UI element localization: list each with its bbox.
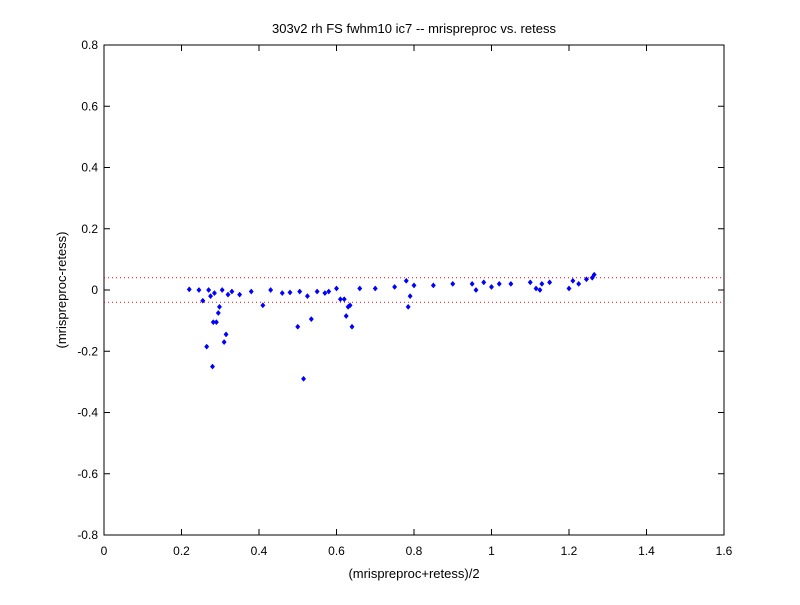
data-point — [539, 280, 545, 287]
y-tick-label: -0.4 — [77, 406, 98, 420]
data-point — [206, 287, 212, 293]
x-tick-label: 0.4 — [251, 544, 268, 558]
x-tick-label: 1 — [488, 544, 495, 558]
x-tick-label: 0 — [101, 544, 108, 558]
data-point — [566, 285, 572, 292]
data-point — [297, 288, 303, 295]
y-tick-label: -0.6 — [77, 467, 98, 481]
data-point — [576, 280, 582, 287]
data-point — [347, 302, 353, 309]
x-axis-label: (mrispreproc+retess)/2 — [348, 566, 479, 581]
data-point — [225, 291, 231, 298]
data-point — [403, 277, 409, 284]
data-point — [301, 375, 307, 382]
x-tick-label: 0.6 — [328, 544, 345, 558]
data-point — [537, 287, 543, 293]
data-point — [219, 287, 225, 293]
data-point — [295, 323, 301, 330]
data-point — [570, 277, 576, 284]
data-point — [204, 343, 210, 350]
data-points — [186, 271, 597, 382]
data-point — [349, 323, 355, 330]
data-point — [196, 287, 202, 293]
data-point — [279, 290, 285, 297]
data-point — [488, 283, 495, 290]
y-tick-label: 0.6 — [81, 99, 98, 113]
data-point — [372, 285, 378, 292]
data-point — [591, 271, 597, 278]
data-point — [392, 283, 398, 290]
data-point — [248, 288, 254, 295]
y-tick-label: 0.4 — [81, 161, 98, 175]
data-point — [268, 287, 274, 293]
data-point — [430, 282, 436, 289]
x-tick-label: 1.4 — [638, 544, 655, 558]
y-tick-label: 0.8 — [81, 38, 98, 52]
data-point — [229, 288, 235, 295]
data-point — [333, 285, 340, 292]
x-tick-label: 1.6 — [716, 544, 733, 558]
data-point — [326, 288, 332, 295]
y-axis-label: (mrispreproc-retess) — [54, 231, 69, 348]
data-point — [508, 280, 514, 287]
data-point — [547, 279, 553, 286]
y-tick-label: -0.2 — [77, 344, 98, 358]
data-point — [211, 290, 217, 297]
y-tick-label: -0.8 — [77, 528, 98, 542]
data-point — [473, 287, 479, 293]
data-point — [209, 363, 216, 370]
data-point — [287, 289, 293, 296]
x-tick-label: 0.2 — [173, 544, 190, 558]
y-tick-label: 0 — [91, 283, 98, 297]
x-axis-ticks: 0 0.2 0.4 0.6 0.8 1 1.2 1.4 1.6 — [101, 45, 733, 558]
data-point — [357, 285, 363, 292]
data-point — [223, 331, 229, 338]
data-point — [314, 288, 320, 295]
data-point — [200, 297, 206, 304]
data-point — [450, 280, 456, 287]
data-point — [221, 339, 227, 346]
data-point — [411, 282, 417, 289]
data-point — [341, 296, 347, 303]
data-point — [215, 309, 221, 316]
reference-lines — [104, 277, 724, 303]
data-point — [304, 293, 310, 300]
data-point — [208, 293, 214, 300]
data-point — [216, 303, 223, 310]
data-point — [405, 303, 411, 310]
data-point — [260, 302, 266, 309]
data-point — [237, 291, 243, 298]
data-point — [337, 296, 343, 303]
data-point — [583, 276, 589, 283]
data-point — [533, 285, 539, 292]
x-tick-label: 0.8 — [406, 544, 423, 558]
data-point — [407, 293, 413, 300]
data-point — [308, 316, 314, 323]
data-point — [481, 279, 487, 286]
data-point — [527, 279, 533, 286]
data-point — [343, 313, 349, 320]
chart-title: 303v2 rh FS fwhm10 ic7 -- mrispreproc vs… — [272, 21, 556, 36]
data-point — [469, 280, 475, 287]
data-point — [213, 319, 219, 326]
data-point — [322, 290, 328, 297]
y-axis-ticks: -0.8 -0.6 -0.4 -0.2 0 0.2 0.4 0.6 0.8 — [77, 38, 724, 542]
data-point — [186, 286, 192, 293]
x-tick-label: 1.2 — [561, 544, 578, 558]
y-tick-label: 0.2 — [81, 222, 98, 236]
data-point — [496, 280, 502, 287]
